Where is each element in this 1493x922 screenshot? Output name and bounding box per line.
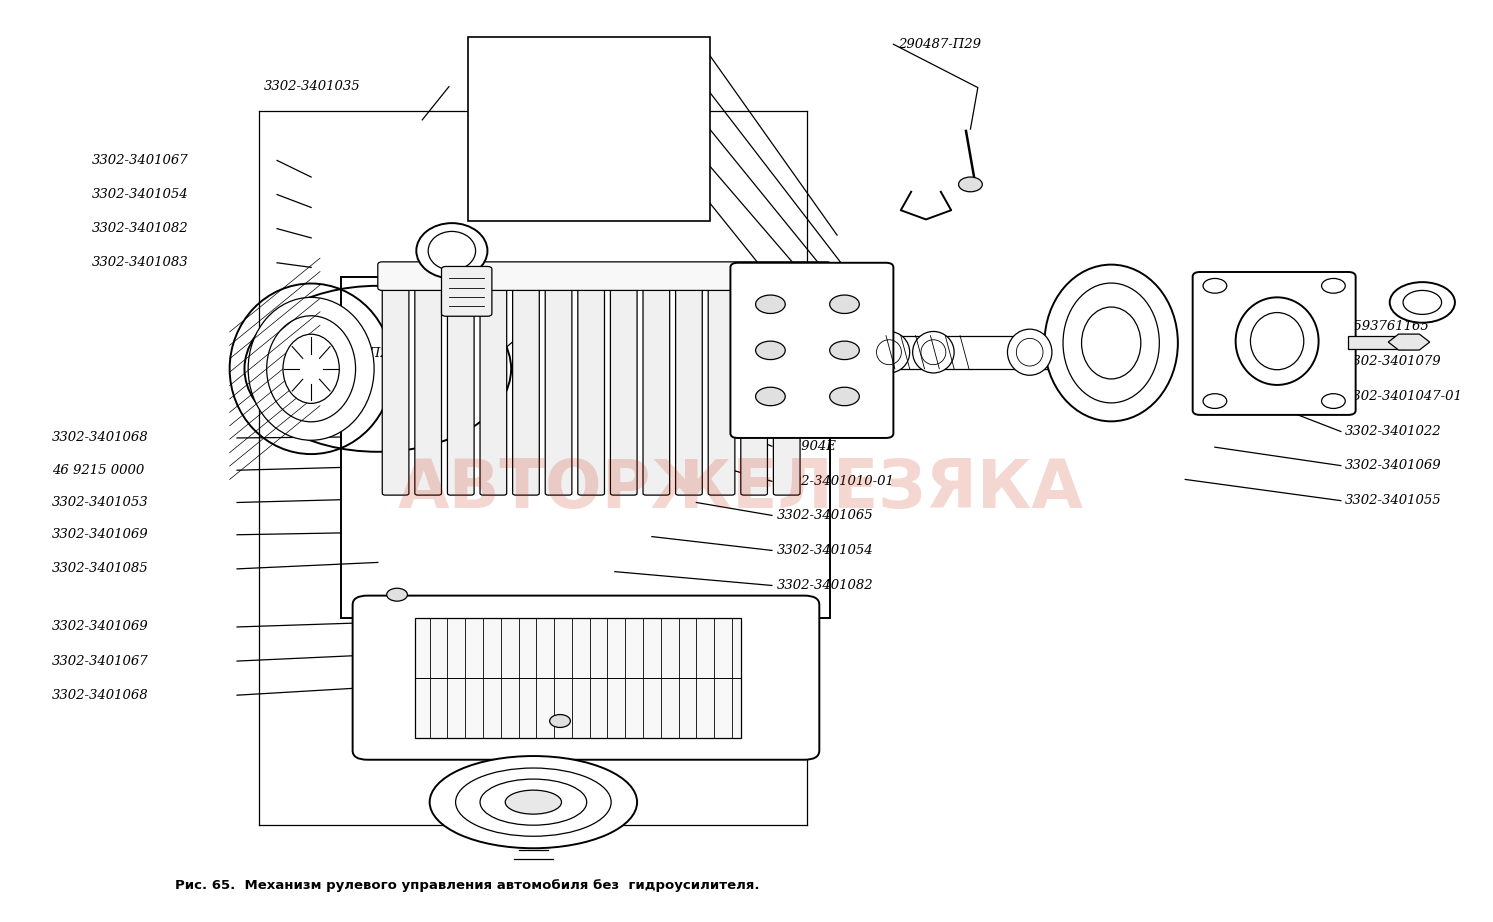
Circle shape	[1203, 278, 1227, 293]
Text: 916904Е: 916904Е	[776, 440, 836, 453]
Text: 3302-3401067: 3302-3401067	[93, 154, 188, 167]
Circle shape	[830, 341, 860, 360]
Text: 46 91155266: 46 91155266	[478, 123, 564, 136]
Text: 3302-3401067: 3302-3401067	[52, 655, 148, 668]
Ellipse shape	[912, 332, 954, 373]
Text: 3302-3401010-01: 3302-3401010-01	[776, 475, 894, 488]
Text: 3302-3401069: 3302-3401069	[52, 528, 148, 541]
Bar	[1348, 336, 1405, 349]
FancyBboxPatch shape	[512, 284, 539, 495]
Circle shape	[755, 341, 785, 360]
Text: АВТОРЖЕЛЕЗЯКА: АВТОРЖЕЛЕЗЯКА	[397, 455, 1084, 522]
Text: 3302-3401038: 3302-3401038	[478, 160, 573, 172]
Text: 4593761165: 4593761165	[1345, 320, 1429, 333]
FancyBboxPatch shape	[448, 284, 475, 495]
Ellipse shape	[869, 332, 909, 373]
Text: 290487-П29: 290487-П29	[897, 38, 981, 51]
Circle shape	[387, 588, 408, 601]
Circle shape	[1390, 282, 1454, 323]
Text: 3302-3401037: 3302-3401037	[478, 196, 573, 209]
Circle shape	[549, 715, 570, 727]
Text: 3302-3401047-01: 3302-3401047-01	[1345, 390, 1463, 403]
FancyBboxPatch shape	[442, 266, 491, 316]
Bar	[469, 37, 709, 221]
Polygon shape	[340, 277, 830, 618]
Text: 3302-3401079: 3302-3401079	[1345, 355, 1442, 368]
Circle shape	[1321, 278, 1345, 293]
FancyBboxPatch shape	[676, 284, 702, 495]
Text: 3302-3401054: 3302-3401054	[93, 188, 188, 201]
FancyBboxPatch shape	[378, 262, 832, 290]
Text: 3302-3401069: 3302-3401069	[52, 621, 148, 633]
Text: Рис. 65.  Механизм рулевого управления автомобиля без  гидроусилителя.: Рис. 65. Механизм рулевого управления ав…	[175, 880, 760, 892]
Text: 3302-3401082: 3302-3401082	[93, 222, 188, 235]
Ellipse shape	[248, 297, 375, 441]
Circle shape	[1321, 394, 1345, 408]
FancyBboxPatch shape	[741, 284, 767, 495]
FancyBboxPatch shape	[730, 263, 893, 438]
Ellipse shape	[505, 790, 561, 814]
Ellipse shape	[284, 335, 339, 404]
FancyBboxPatch shape	[415, 284, 442, 495]
Text: 3302-3401085: 3302-3401085	[52, 562, 148, 575]
Text: 3302-3401179: 3302-3401179	[478, 86, 573, 99]
Text: 3302-3401054: 3302-3401054	[776, 544, 873, 557]
Text: 3302-3401053: 3302-3401053	[52, 496, 148, 509]
Text: 46 9215 0000: 46 9215 0000	[52, 464, 145, 477]
Polygon shape	[1388, 334, 1430, 350]
Circle shape	[1203, 394, 1227, 408]
Ellipse shape	[1236, 297, 1318, 384]
Text: 3302-3401083: 3302-3401083	[93, 256, 188, 269]
Text: 3302-3401022: 3302-3401022	[1345, 425, 1442, 438]
Text: 3302-3401035: 3302-3401035	[264, 80, 360, 93]
Text: 3302-3401082: 3302-3401082	[776, 579, 873, 592]
Circle shape	[830, 295, 860, 313]
Ellipse shape	[417, 223, 487, 278]
FancyBboxPatch shape	[708, 284, 735, 495]
Circle shape	[959, 177, 982, 192]
FancyBboxPatch shape	[578, 284, 605, 495]
Ellipse shape	[430, 756, 638, 848]
Ellipse shape	[1008, 329, 1053, 375]
Text: 296576-П29: 296576-П29	[314, 347, 397, 360]
Text: 3302-3401055: 3302-3401055	[1345, 494, 1442, 507]
FancyBboxPatch shape	[773, 284, 800, 495]
FancyBboxPatch shape	[382, 284, 409, 495]
FancyBboxPatch shape	[545, 284, 572, 495]
Text: 3302-3401068: 3302-3401068	[52, 431, 148, 444]
Circle shape	[755, 387, 785, 406]
Text: 3302-3401181: 3302-3401181	[478, 49, 573, 62]
Ellipse shape	[1045, 265, 1178, 421]
FancyBboxPatch shape	[481, 284, 506, 495]
Circle shape	[755, 295, 785, 313]
Bar	[415, 618, 741, 738]
FancyBboxPatch shape	[352, 596, 820, 760]
FancyBboxPatch shape	[1193, 272, 1356, 415]
Circle shape	[830, 387, 860, 406]
FancyBboxPatch shape	[643, 284, 670, 495]
Ellipse shape	[455, 768, 611, 836]
Ellipse shape	[481, 779, 587, 825]
Text: 3302-3401069: 3302-3401069	[1345, 459, 1442, 472]
FancyBboxPatch shape	[611, 284, 638, 495]
Text: 3302-3401068: 3302-3401068	[52, 689, 148, 702]
Text: 3302-3401065: 3302-3401065	[776, 509, 873, 522]
